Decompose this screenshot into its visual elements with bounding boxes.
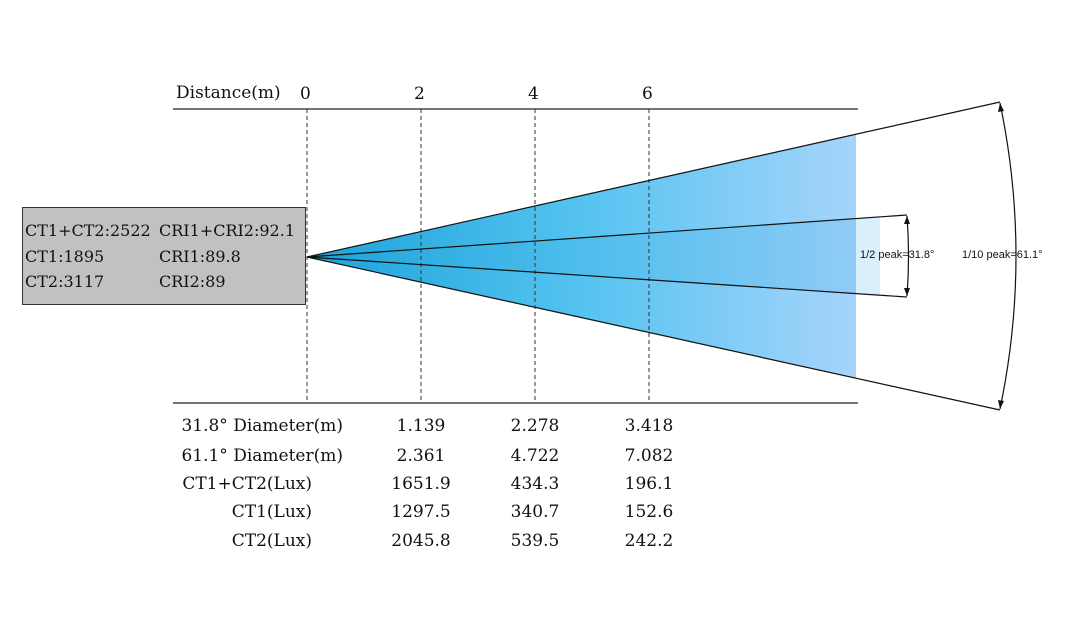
table-row-label-ct1-lux: CT1(Lux): [231, 502, 312, 522]
table-cell-tenth-diameter-2m: 2.361: [396, 446, 446, 466]
table-cell-half-diameter-2m: 1.139: [396, 416, 446, 436]
info-ct-total: CT1+CT2:2522: [25, 221, 151, 240]
distance-tick-6: 6: [642, 84, 653, 104]
table-cell-ct1-2m: 1297.5: [391, 502, 451, 522]
tenth-peak-arrow-bottom: [998, 400, 1004, 409]
info-cri-total: CRI1+CRI2:92.1: [159, 221, 295, 240]
table-row-label-ct2-lux: CT2(Lux): [231, 531, 312, 551]
distance-tick-4: 4: [528, 84, 539, 104]
table-cell-ct-total-6m: 196.1: [624, 474, 674, 494]
half-peak-cone-fill: [307, 216, 880, 296]
table-cell-ct2-6m: 242.2: [624, 531, 674, 551]
table-cell-tenth-diameter-6m: 7.082: [624, 446, 674, 466]
beam-cone-fill: [307, 134, 856, 378]
distance-tick-0: 0: [300, 84, 311, 104]
tenth-peak-label: 1/10 peak=61.1°: [962, 249, 1043, 261]
distance-tick-2: 2: [414, 84, 425, 104]
tenth-peak-arc: [999, 102, 1017, 410]
spec-info-box: CT1+CT2:2522 CRI1+CRI2:92.1 CT1:1895 CRI…: [22, 207, 306, 305]
half-peak-ray-top: [306, 214, 908, 258]
info-ct2: CT2:3117: [25, 272, 105, 291]
table-cell-ct-total-2m: 1651.9: [391, 474, 451, 494]
info-cri2: CRI2:89: [159, 272, 226, 291]
tenth-peak-ray-bottom: [306, 256, 1001, 411]
distance-axis-label: Distance(m): [176, 83, 281, 103]
table-cell-ct2-4m: 539.5: [510, 531, 560, 551]
info-cri1: CRI1:89.8: [159, 247, 241, 266]
half-peak-label: 1/2 peak=31.8°: [860, 249, 935, 261]
info-ct1: CT1:1895: [25, 247, 105, 266]
table-cell-half-diameter-6m: 3.418: [624, 416, 674, 436]
table-row-label-tenth-diameter: 61.1° Diameter(m): [181, 446, 343, 466]
table-cell-ct1-4m: 340.7: [510, 502, 560, 522]
tenth-peak-arrow-top: [998, 103, 1004, 112]
table-cell-half-diameter-4m: 2.278: [510, 416, 560, 436]
tenth-peak-ray-top: [306, 101, 1001, 258]
table-row-label-half-diameter: 31.8° Diameter(m): [181, 416, 343, 436]
table-row-label-ct-total-lux: CT1+CT2(Lux): [182, 474, 312, 494]
table-cell-ct1-6m: 152.6: [624, 502, 674, 522]
half-peak-arrow-bottom: [904, 288, 910, 296]
half-peak-arrow-top: [904, 216, 910, 224]
table-cell-ct-total-4m: 434.3: [510, 474, 560, 494]
half-peak-ray-bottom: [306, 256, 908, 298]
table-cell-ct2-2m: 2045.8: [391, 531, 451, 551]
table-cell-tenth-diameter-4m: 4.722: [510, 446, 560, 466]
